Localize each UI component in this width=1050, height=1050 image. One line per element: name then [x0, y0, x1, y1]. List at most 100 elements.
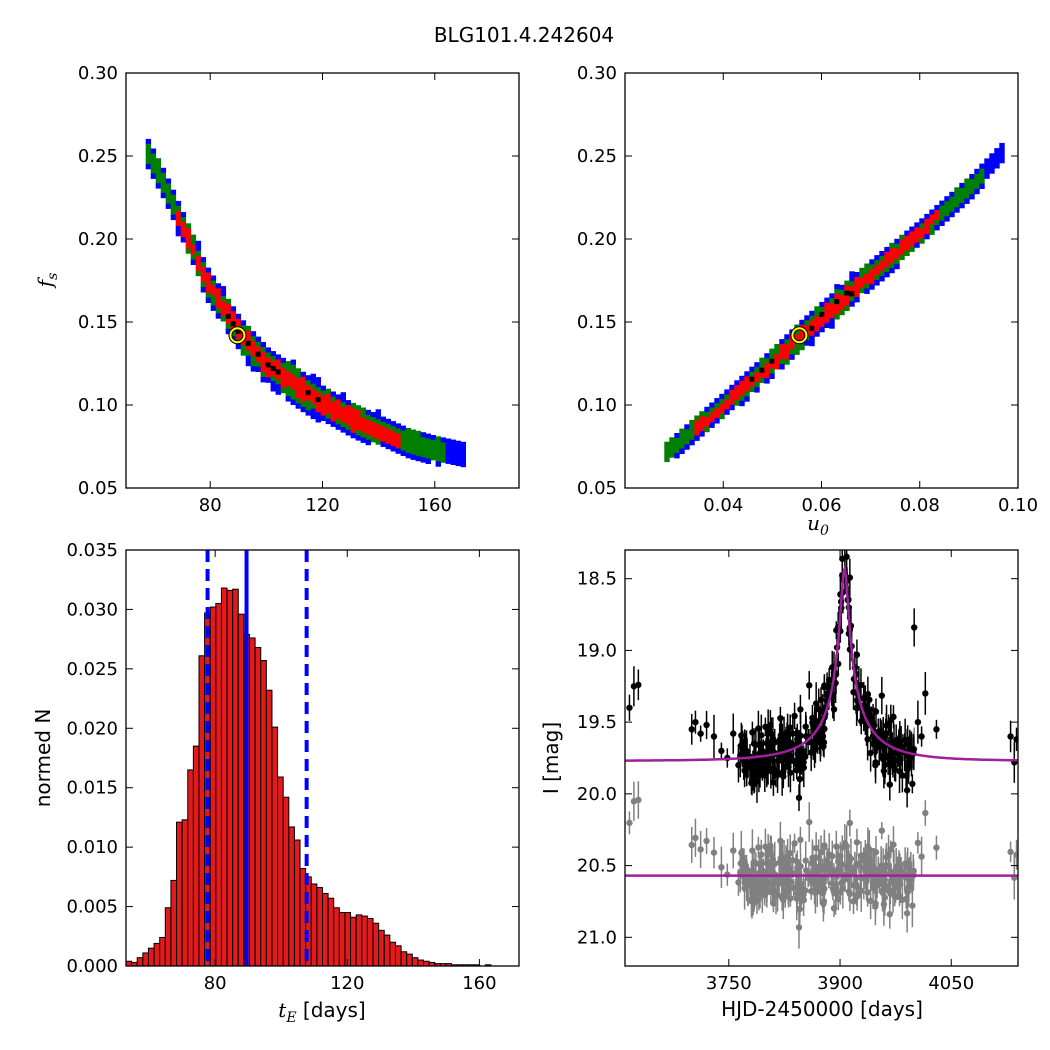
heatmap-cell-blue — [270, 386, 276, 392]
heatmap-cell-red — [924, 223, 930, 230]
heatmap-cell-green — [340, 422, 346, 428]
heatmap-cell-green — [270, 376, 276, 382]
heatmap-cell-blue — [405, 452, 411, 459]
heatmap-cell-green — [794, 349, 800, 355]
data-point — [710, 733, 718, 740]
heatmap-cell-red — [265, 372, 271, 378]
heatmap-cell-green — [305, 405, 311, 411]
heatmap-cell-blue — [994, 158, 1000, 164]
residual-point — [776, 859, 783, 866]
heatmap-cell-red — [894, 253, 900, 260]
histogram-bar — [260, 660, 267, 967]
heatmap-cell-green — [844, 305, 850, 311]
heatmap-cell-red — [230, 316, 237, 322]
residual-point — [872, 903, 879, 910]
y-tick-label: 0.05 — [78, 478, 118, 499]
residual-point — [802, 857, 809, 864]
y-tick-label: 0.010 — [66, 837, 118, 858]
data-point — [877, 727, 885, 734]
heatmap-cell-green — [420, 442, 426, 448]
heatmap-cell-blue — [869, 259, 875, 265]
heatmap-cell-blue — [365, 439, 371, 446]
data-point — [867, 749, 874, 757]
heatmap-cell-blue — [305, 410, 311, 416]
heatmap-cell-green — [774, 344, 780, 350]
data-point — [741, 746, 748, 753]
heatmap-cell-blue — [295, 403, 301, 409]
heatmap-cell-blue — [400, 425, 406, 431]
heatmap-cell-red — [205, 277, 212, 283]
heatmap-cell-red — [729, 394, 735, 401]
heatmap-cell-blue — [460, 446, 466, 453]
heatmap-cell-green — [769, 353, 775, 359]
heatmap-cell-green — [160, 172, 167, 179]
heatmap-cell-green — [155, 178, 162, 184]
heatmap-cell-blue — [914, 242, 920, 248]
heatmap-cell-green — [684, 439, 690, 445]
histogram-bar — [310, 883, 318, 967]
heatmap-cell-green — [874, 260, 880, 266]
histogram-bar — [226, 589, 234, 967]
x-tick-label: 120 — [305, 495, 339, 516]
heatmap-cell-green — [430, 440, 436, 446]
heatmap-cell-green — [834, 289, 840, 295]
residual-point — [864, 843, 872, 851]
heatmap-cell-black — [315, 397, 321, 403]
residual-point — [697, 846, 704, 853]
heatmap-cell-blue — [994, 153, 1000, 159]
heatmap-cell-red — [395, 438, 401, 444]
heatmap-cell-green — [874, 275, 880, 281]
heatmap-cell-green — [165, 193, 172, 199]
heatmap-cell-blue — [210, 275, 217, 281]
histogram-bar — [400, 951, 408, 967]
heatmap-cell-green — [400, 445, 406, 451]
data-point — [797, 706, 804, 713]
heatmap-cell-red — [824, 317, 830, 323]
heatmap-cell-blue — [754, 387, 760, 393]
heatmap-cell-green — [844, 280, 850, 286]
heatmap-cell-blue — [809, 340, 815, 347]
heatmap-cell-green — [754, 367, 760, 373]
heatmap-cell-green — [145, 148, 152, 155]
heatmap-cell-red — [175, 220, 182, 227]
heatmap-cell-blue — [315, 377, 321, 383]
heatmap-cell-green — [719, 413, 725, 420]
histogram-bar — [232, 588, 239, 967]
heatmap-cell-green — [435, 446, 441, 452]
heatmap-cell-blue — [989, 163, 995, 169]
heatmap-cell-red — [285, 371, 291, 377]
heatmap-cell-blue — [260, 342, 266, 348]
data-point — [763, 762, 771, 769]
heatmap-cell-red — [180, 232, 187, 238]
heatmap-cell-green — [245, 350, 252, 357]
heatmap-cell-green — [979, 178, 985, 184]
residual-point — [748, 883, 756, 891]
heatmap-cell-blue — [924, 213, 930, 220]
residual-point — [889, 878, 896, 886]
heatmap-cell-green — [265, 352, 271, 358]
heatmap-cell-green — [744, 391, 750, 397]
heatmap-cell-red — [325, 393, 331, 400]
heatmap-cell-black — [819, 311, 825, 318]
heatmap-cell-red — [355, 425, 361, 431]
heatmap-cell-blue — [225, 328, 232, 335]
heatmap-cell-red — [754, 372, 760, 378]
data-point — [752, 759, 759, 766]
heatmap-cell-green — [794, 344, 800, 350]
data-point — [839, 555, 846, 562]
data-point — [807, 749, 815, 756]
residual-point — [881, 876, 888, 883]
heatmap-cell-blue — [320, 385, 326, 391]
heatmap-cell-green — [400, 440, 406, 446]
heatmap-cell-blue — [989, 153, 995, 159]
heatmap-cell-red — [325, 403, 331, 410]
heatmap-cell-red — [310, 398, 316, 405]
heatmap-cell-red — [854, 277, 860, 283]
heatmap-cell-blue — [739, 400, 745, 407]
heatmap-cell-green — [440, 442, 446, 448]
heatmap-cell-green — [814, 311, 820, 317]
heatmap-cell-green — [689, 429, 695, 436]
heatmap-cell-green — [255, 341, 262, 347]
histogram-bar — [164, 907, 172, 967]
heatmap-cell-blue — [350, 432, 356, 439]
